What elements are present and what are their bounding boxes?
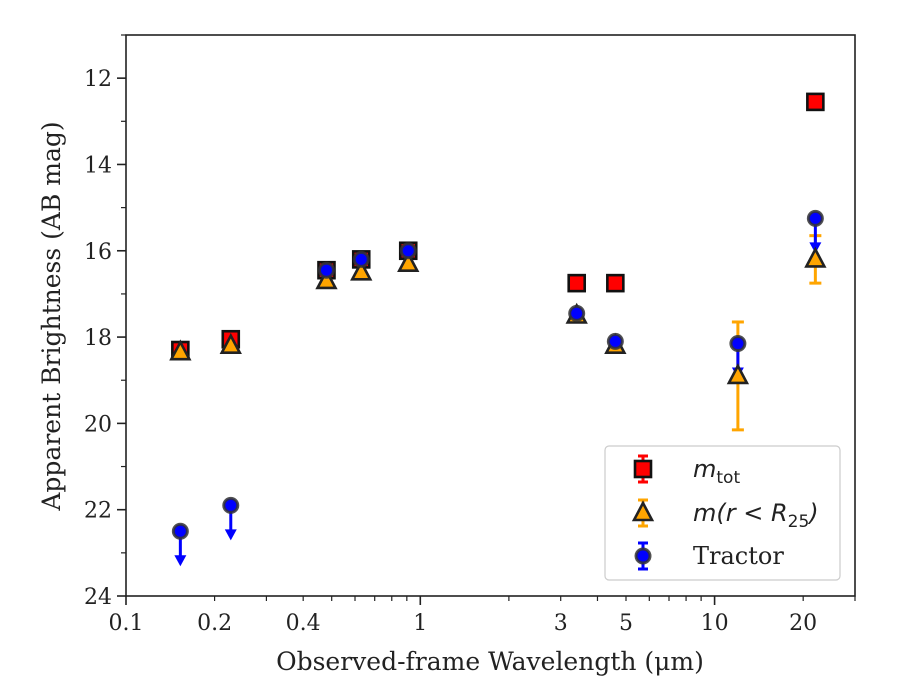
- x-tick-label: 0.4: [286, 611, 321, 636]
- legend-label: mtot: [693, 455, 740, 488]
- y-tick-label: 24: [84, 585, 112, 610]
- x-tick-label: 20: [789, 611, 817, 636]
- data-point-circle: [568, 304, 586, 322]
- y-tick-label: 18: [84, 326, 112, 351]
- x-tick-label: 5: [619, 611, 633, 636]
- y-tick-label: 16: [84, 240, 112, 265]
- data-point-square: [567, 273, 587, 293]
- y-tick-label: 20: [84, 412, 112, 437]
- data-point-circle: [729, 335, 747, 353]
- data-point-circle: [171, 522, 189, 540]
- data-point-circle: [606, 332, 624, 350]
- legend-label: m(r < R25): [693, 499, 819, 532]
- data-point-triangle: [169, 339, 192, 361]
- data-point-triangle: [350, 259, 373, 281]
- legend-box: [604, 445, 841, 581]
- x-tick-label: 1: [413, 611, 427, 636]
- upper-limit-arrowhead: [224, 529, 237, 541]
- upper-limit-arrowhead: [174, 555, 187, 567]
- x-axis-title: Observed-frame Wavelength (μm): [276, 647, 704, 676]
- data-point-circle: [222, 496, 240, 514]
- data-point-square: [806, 92, 825, 112]
- data-point-triangle: [315, 268, 338, 290]
- x-tick-label: 10: [701, 611, 729, 636]
- legend: mtot m(r < R25) Tractor: [604, 445, 841, 581]
- legend-marker-circle: [634, 547, 652, 565]
- x-tick-label: 0.1: [109, 611, 144, 636]
- y-tick-label: 22: [84, 499, 112, 524]
- data-point-triangle: [397, 250, 420, 273]
- x-tick-label: 0.2: [197, 611, 232, 636]
- data-point-triangle: [219, 332, 242, 355]
- data-point-circle: [806, 209, 824, 227]
- legend-marker-triangle: [631, 500, 655, 522]
- data-point-triangle: [804, 246, 827, 268]
- plot-frame: [125, 34, 856, 597]
- legend-label: Tractor: [693, 542, 784, 570]
- data-point-circle: [352, 250, 370, 268]
- data-point-triangle: [726, 363, 750, 385]
- y-axis-title: Apparent Brightness (AB mag): [37, 121, 66, 511]
- data-point-circle: [317, 261, 335, 279]
- x-tick-label: 3: [554, 611, 568, 636]
- data-point-circle: [399, 242, 417, 260]
- legend-marker-square: [633, 459, 653, 479]
- y-tick-label: 12: [84, 67, 112, 92]
- data-point-square: [606, 273, 625, 293]
- y-tick-label: 14: [84, 153, 112, 178]
